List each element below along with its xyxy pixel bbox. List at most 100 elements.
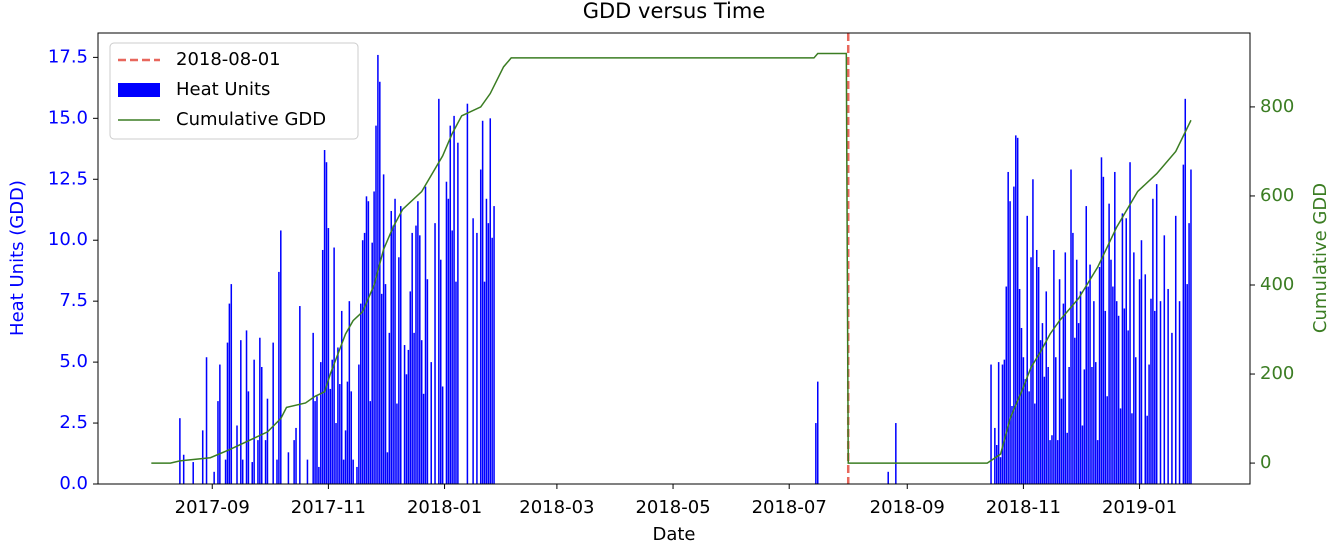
bar (276, 459, 278, 484)
bar (438, 98, 440, 484)
bar (1110, 259, 1112, 484)
bar (1106, 396, 1108, 484)
bar (487, 223, 490, 484)
bar (340, 310, 343, 484)
bar (337, 347, 339, 484)
bar (342, 459, 345, 484)
bar (1182, 164, 1185, 484)
bar (205, 357, 208, 484)
bar (1003, 359, 1006, 484)
bar (447, 198, 450, 484)
bar (316, 396, 318, 484)
bar (485, 198, 488, 484)
bar (371, 242, 373, 484)
bar (312, 332, 314, 484)
bar (236, 425, 238, 484)
bar (1087, 286, 1089, 484)
bar (1074, 337, 1076, 484)
bar (399, 206, 402, 484)
bar (420, 340, 423, 484)
bar (479, 169, 482, 484)
bar (392, 225, 394, 485)
bar (426, 279, 429, 484)
bar (266, 398, 269, 484)
bar (413, 332, 415, 484)
bar (321, 249, 324, 484)
bar (1093, 301, 1095, 484)
bar (350, 391, 353, 484)
bar (411, 232, 413, 484)
bar (1119, 408, 1122, 484)
bar (424, 186, 427, 484)
bar (1020, 327, 1023, 484)
bar (1148, 364, 1150, 484)
x-tick-label: 2018-01 (407, 497, 482, 518)
x-axis-label: Date (652, 524, 695, 545)
bar (272, 342, 274, 484)
bar (415, 225, 417, 485)
x-tick-label: 2018-03 (519, 497, 594, 518)
bar (241, 459, 244, 484)
bar (318, 466, 320, 484)
y-tick-label: 7.5 (59, 290, 88, 311)
bar (1070, 169, 1072, 484)
bar (491, 237, 493, 484)
bar (251, 462, 253, 484)
bar (405, 374, 408, 484)
bar (1150, 298, 1152, 484)
bar (999, 457, 1002, 484)
bar (1091, 366, 1093, 484)
bar (245, 330, 248, 484)
y-tick-label: 2.5 (59, 412, 88, 433)
bar (382, 174, 385, 484)
bar (1079, 291, 1082, 484)
bar (1037, 267, 1040, 484)
y2-tick-label: 0 (1260, 452, 1271, 473)
bar (201, 430, 204, 484)
bar (493, 206, 495, 484)
bar (1163, 235, 1166, 484)
bar (224, 459, 227, 484)
bar (398, 257, 400, 484)
bar (339, 384, 341, 484)
bar (1058, 279, 1061, 484)
bar (219, 364, 221, 484)
bar (1167, 288, 1169, 484)
bar (457, 142, 459, 484)
bar (455, 281, 457, 484)
bar (257, 440, 259, 484)
bar (1001, 364, 1004, 484)
bar (1155, 184, 1158, 485)
bar (1045, 291, 1048, 484)
bar (327, 228, 330, 484)
y-tick-label: 10.0 (48, 229, 88, 250)
bar (407, 349, 410, 484)
bar (1068, 366, 1070, 484)
line (151, 52, 1192, 464)
bar (1022, 357, 1025, 484)
bar (295, 427, 297, 484)
bar (1060, 398, 1063, 484)
bar (369, 401, 372, 484)
bar (1047, 366, 1049, 484)
bar (1144, 274, 1147, 484)
bar (1064, 252, 1067, 484)
bar (1171, 332, 1173, 484)
bar (259, 337, 261, 484)
bar (1062, 303, 1065, 484)
bar (335, 423, 337, 484)
bar (358, 364, 360, 484)
bar (1121, 213, 1124, 484)
bar (472, 218, 474, 484)
bar (293, 440, 295, 484)
bar (1005, 286, 1008, 484)
bar (247, 391, 250, 484)
bar (179, 418, 181, 484)
bar (1089, 264, 1091, 484)
bar (1098, 267, 1101, 484)
bar (1102, 176, 1105, 484)
bar (403, 345, 406, 484)
bar (396, 403, 398, 484)
bar (325, 162, 328, 485)
bar (287, 452, 290, 484)
